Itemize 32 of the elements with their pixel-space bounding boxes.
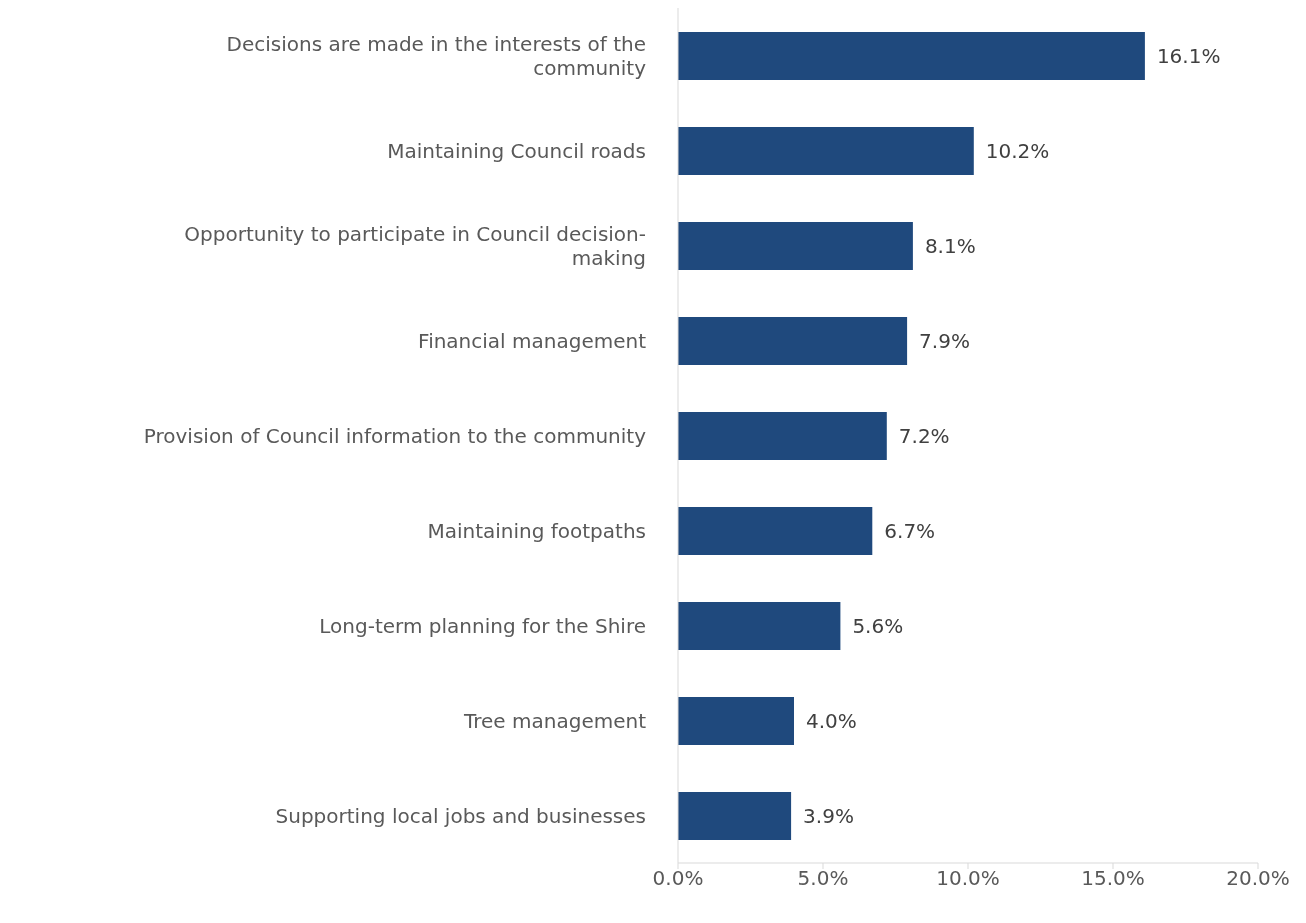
data-label: 7.9% <box>919 329 970 353</box>
data-label: 16.1% <box>1156 44 1221 68</box>
bar <box>678 507 873 555</box>
bar <box>678 602 841 650</box>
y-tick-label: Financial management <box>418 328 647 353</box>
data-label: 6.7% <box>884 519 936 543</box>
y-tick-label: Decisions are made in the interests of the community <box>226 31 647 80</box>
x-tick-label: 10.0% <box>936 866 1000 891</box>
data-label: 7.2% <box>898 424 950 448</box>
y-tick-label: Tree management <box>462 708 647 733</box>
bar <box>678 222 913 270</box>
data-label: 3.9% <box>803 804 854 828</box>
x-tick-label: 0.0% <box>652 866 704 891</box>
y-tick-label: Supporting local jobs and businesses <box>275 803 646 828</box>
data-label: 5.6% <box>852 614 904 638</box>
bar <box>678 317 908 365</box>
data-label: 8.1% <box>924 234 976 258</box>
bar <box>678 412 887 460</box>
bar <box>678 32 1145 80</box>
x-tick-label: 20.0% <box>1226 866 1290 891</box>
bar <box>678 697 794 745</box>
y-tick-label: Maintaining Council roads <box>387 138 646 163</box>
y-tick-label: Provision of Council information to the community <box>143 423 647 448</box>
x-tick-label: 5.0% <box>797 866 849 891</box>
bar <box>678 792 792 840</box>
bar <box>678 127 974 175</box>
y-tick-label: Long-term planning for the Shire <box>319 613 646 638</box>
x-tick-label: 15.0% <box>1081 866 1145 891</box>
y-tick-label: Maintaining footpaths <box>427 518 646 543</box>
y-tick-label: Opportunity to participate in Council decision-making <box>184 221 646 270</box>
data-label: 4.0% <box>806 709 857 733</box>
data-label: 10.2% <box>985 139 1050 163</box>
